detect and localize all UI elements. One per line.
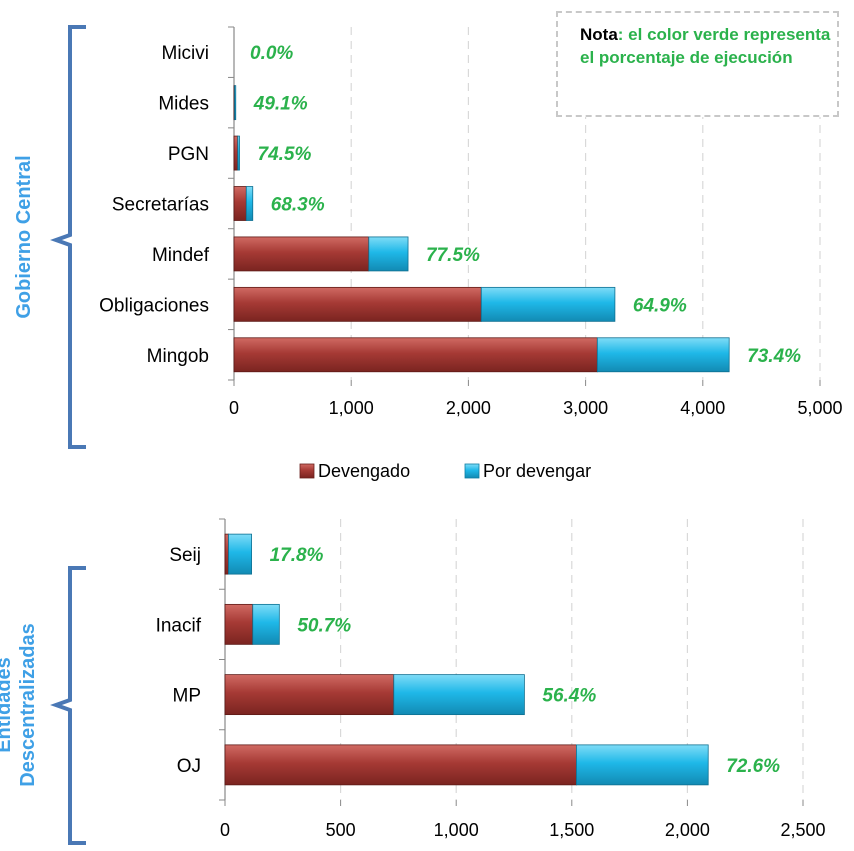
bar-por-devengar: [576, 744, 709, 786]
bar-por-devengar: [596, 337, 730, 373]
bar-por-devengar: [228, 533, 252, 575]
x-tick-label: 5,000: [797, 398, 842, 418]
category-label: Mingob: [147, 346, 209, 367]
legend-swatch-devengado: [299, 463, 315, 479]
percent-label: 73.4%: [747, 346, 801, 367]
category-label: Micivi: [162, 43, 210, 64]
percent-label: 17.8%: [270, 545, 324, 566]
x-tick-label: 0: [220, 820, 230, 840]
x-tick-label: 4,000: [680, 398, 725, 418]
bar-por-devengar: [237, 135, 240, 171]
category-label: MP: [173, 686, 202, 707]
note-bold: Nota: [580, 25, 618, 44]
percent-label: 56.4%: [542, 686, 596, 707]
bar-por-devengar: [480, 286, 616, 322]
gobierno-central-brace: [50, 25, 86, 449]
legend-label-devengado: Devengado: [318, 461, 410, 481]
category-label: Seij: [169, 545, 201, 566]
x-tick-label: 500: [326, 820, 356, 840]
entidades-label-line1: Entidades: [0, 657, 15, 753]
bar-devengado: [224, 533, 229, 575]
x-tick-label: 1,000: [329, 398, 374, 418]
bar-por-devengar: [393, 674, 525, 716]
note-text: : el color verde representa el porcentaj…: [580, 25, 831, 67]
entidades-brace: [50, 566, 86, 845]
category-label: Mides: [158, 94, 209, 115]
gobierno-central-label: Gobierno Central: [13, 155, 35, 318]
legend-swatch-por-devengar: [464, 463, 480, 479]
percent-label: 0.0%: [250, 43, 293, 64]
bar-por-devengar: [368, 236, 409, 272]
legend-label-por-devengar: Por devengar: [483, 461, 591, 481]
entidades-chart: 0 500 1,000 1,500 2,000 2,500 Seij 17.8% Inacif 5…: [156, 518, 826, 840]
bar-devengado: [233, 186, 247, 221]
category-label: Obligaciones: [99, 295, 209, 316]
x-tick-label: 2,000: [446, 398, 491, 418]
bar-por-devengar: [234, 85, 237, 121]
x-tick-label: 2,000: [665, 820, 710, 840]
percent-label: 50.7%: [297, 615, 351, 636]
category-label: PGN: [168, 144, 209, 165]
x-tick-label: 2,500: [780, 820, 825, 840]
category-label: Mindef: [152, 245, 210, 266]
note-box: Nota: el color verde representa el porce…: [556, 11, 839, 117]
category-label: Inacif: [156, 615, 202, 636]
bar-devengado: [224, 603, 254, 645]
x-tick-label: 3,000: [563, 398, 608, 418]
percent-label: 74.5%: [258, 144, 312, 165]
bar-por-devengar: [252, 603, 280, 645]
percent-label: 77.5%: [426, 245, 480, 266]
percent-label: 64.9%: [633, 295, 687, 316]
bar-por-devengar: [245, 186, 254, 221]
percent-label: 68.3%: [271, 195, 325, 216]
bar-devengado: [233, 236, 370, 272]
percent-label: 72.6%: [726, 756, 780, 777]
bar-devengado: [233, 135, 239, 171]
legend: Devengado Por devengar: [299, 461, 591, 481]
bar-devengado: [233, 286, 482, 322]
bar-devengado: [224, 744, 577, 786]
x-tick-label: 1,000: [434, 820, 479, 840]
entidades-label-line2: Descentralizadas: [17, 623, 39, 786]
bar-devengado: [233, 337, 598, 373]
bar-devengado: [224, 674, 395, 716]
percent-label: 49.1%: [253, 94, 308, 115]
x-tick-label: 1,500: [549, 820, 594, 840]
x-tick-label: 0: [229, 398, 239, 418]
category-label: Secretarías: [112, 195, 209, 216]
gobierno-central-chart: 0 1,000 2,000 3,000 4,000 5,000 Micivi 0.0% Mide…: [99, 26, 843, 418]
category-label: OJ: [177, 756, 201, 777]
